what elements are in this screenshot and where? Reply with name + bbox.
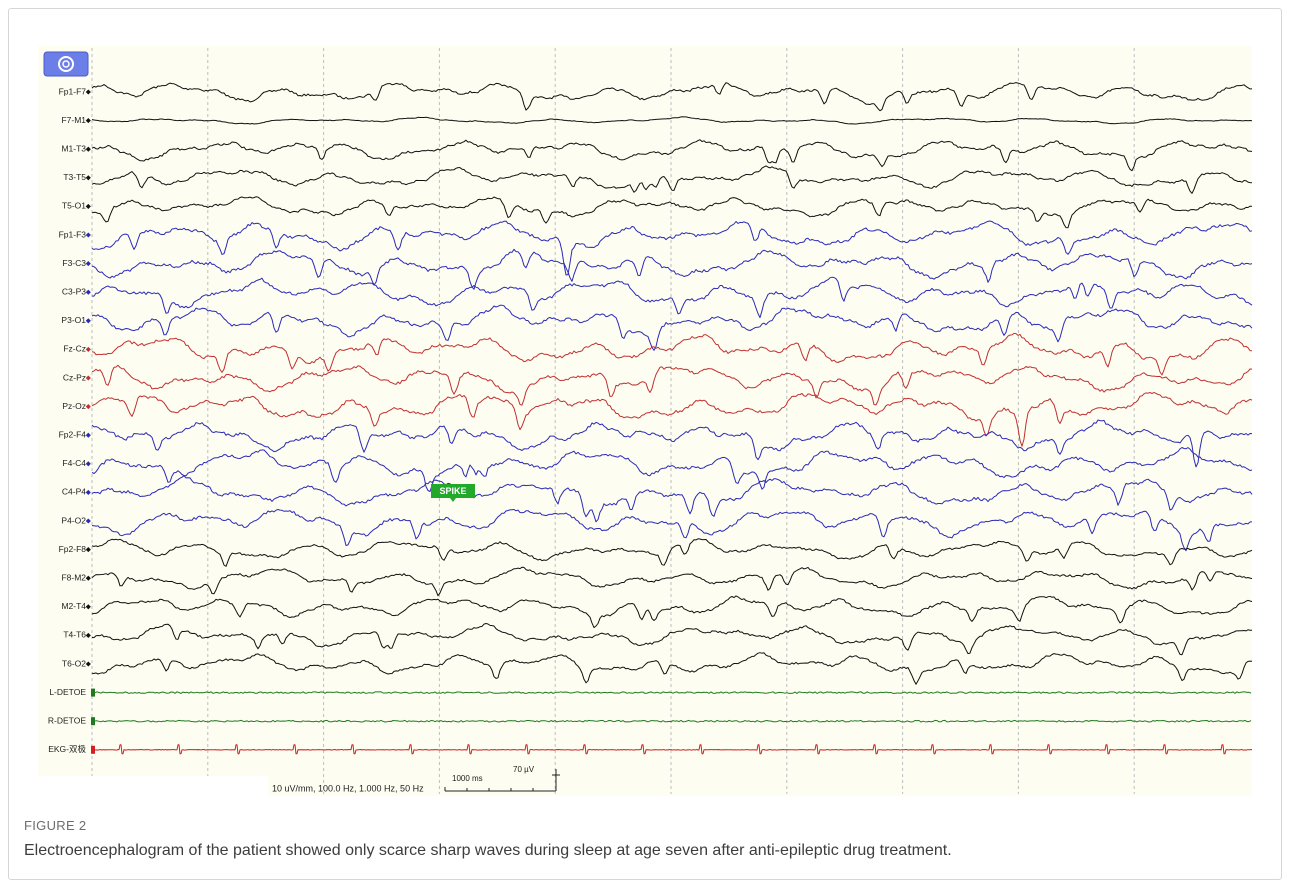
view-icon	[58, 56, 74, 72]
eeg-trace	[91, 139, 1253, 172]
eeg-trace	[91, 419, 1253, 468]
amplitude-scale-label: 70 µV	[513, 765, 535, 774]
eeg-trace	[91, 332, 1253, 376]
view-button[interactable]	[43, 51, 89, 77]
channel-label: M1-T3	[61, 143, 86, 153]
view-icon	[62, 60, 70, 68]
settings-text: 10 uV/mm, 100.0 Hz, 1.000 Hz, 50 Hz	[272, 783, 424, 793]
eeg-trace	[91, 248, 1253, 290]
eeg-trace	[91, 475, 1253, 523]
channel-label: C3-P3	[62, 286, 86, 296]
figure-caption: Electroencephalogram of the patient show…	[24, 842, 952, 859]
channel-label: P3-O1	[61, 315, 86, 325]
eeg-trace	[91, 220, 1253, 276]
channel-label: T4-T6	[63, 630, 86, 640]
channel-label: Fp1-F7	[59, 86, 87, 96]
channel-label: T3-T5	[63, 172, 86, 182]
channel-label: P4-O2	[61, 515, 86, 525]
channel-label: F8-M2	[61, 572, 86, 582]
channel-label: R-DETOE	[48, 715, 86, 725]
spike-marker[interactable]: SPIKE	[431, 484, 475, 502]
channel-label: Fp2-F8	[59, 544, 87, 554]
channel-marker	[85, 404, 91, 410]
eeg-trace	[91, 304, 1253, 351]
channel-marker	[85, 146, 91, 152]
eeg-trace	[91, 447, 1253, 492]
eeg-trace	[91, 82, 1253, 112]
channel-label: F3-C3	[62, 258, 86, 268]
eeg-background	[38, 46, 1252, 796]
figure-label: FIGURE 2	[24, 818, 87, 833]
eeg-trace	[91, 364, 1253, 406]
scale-bar	[444, 769, 560, 792]
channel-label: Fp1-F3	[59, 229, 87, 239]
eeg-trace	[91, 391, 1253, 447]
eeg-trace	[91, 196, 1253, 229]
channel-marker	[85, 289, 91, 295]
annotation-box	[431, 484, 475, 498]
channel-label: M2-T4	[61, 601, 86, 611]
eeg-trace	[91, 165, 1253, 194]
channel-label: Fp2-F4	[59, 429, 87, 439]
eeg-screenshot: Fp1-F7 F7-M1 M1-T3 T3-T5 T5-O1 Fp1-F3 F3-C3 C3-…	[38, 46, 1253, 796]
eeg-trace	[94, 744, 1253, 755]
channel-label: C4-P4	[62, 487, 86, 497]
annotation-pointer	[450, 498, 456, 502]
eeg-trace	[91, 509, 1253, 552]
eeg-trace	[94, 691, 1252, 694]
channel-marker	[85, 432, 91, 438]
channel-marker	[85, 261, 91, 267]
channel-label: T5-O1	[62, 201, 86, 211]
channel-marker	[85, 232, 91, 238]
channel-label: Cz-Pz	[63, 372, 86, 382]
channel-label: F7-M1	[61, 115, 86, 125]
status-mask	[38, 776, 268, 796]
figure-frame	[8, 8, 1282, 880]
eeg-trace	[91, 276, 1253, 319]
channel-label: L-DETOE	[49, 687, 86, 697]
channel-label: Pz-Oz	[62, 401, 86, 411]
channel-marker	[85, 175, 91, 181]
channel-label: T6-O2	[62, 658, 86, 668]
eeg-trace	[94, 719, 1252, 723]
time-scale-label: 1000 ms	[452, 774, 483, 783]
channel-marker	[85, 203, 91, 209]
channel-marker	[91, 745, 95, 754]
eeg-trace	[91, 652, 1253, 685]
eeg-trace	[91, 623, 1252, 656]
channel-marker	[85, 89, 91, 95]
channel-marker	[91, 717, 95, 726]
eeg-trace	[91, 595, 1253, 629]
eeg-trace	[91, 566, 1253, 597]
channel-label: F4-C4	[62, 458, 86, 468]
annotation-text: SPIKE	[439, 486, 466, 496]
channel-label: Fz-Cz	[63, 344, 86, 354]
channel-marker	[91, 688, 95, 697]
eeg-trace	[91, 538, 1253, 567]
eeg-trace	[91, 116, 1253, 125]
channel-label: EKG-双极	[48, 744, 86, 754]
